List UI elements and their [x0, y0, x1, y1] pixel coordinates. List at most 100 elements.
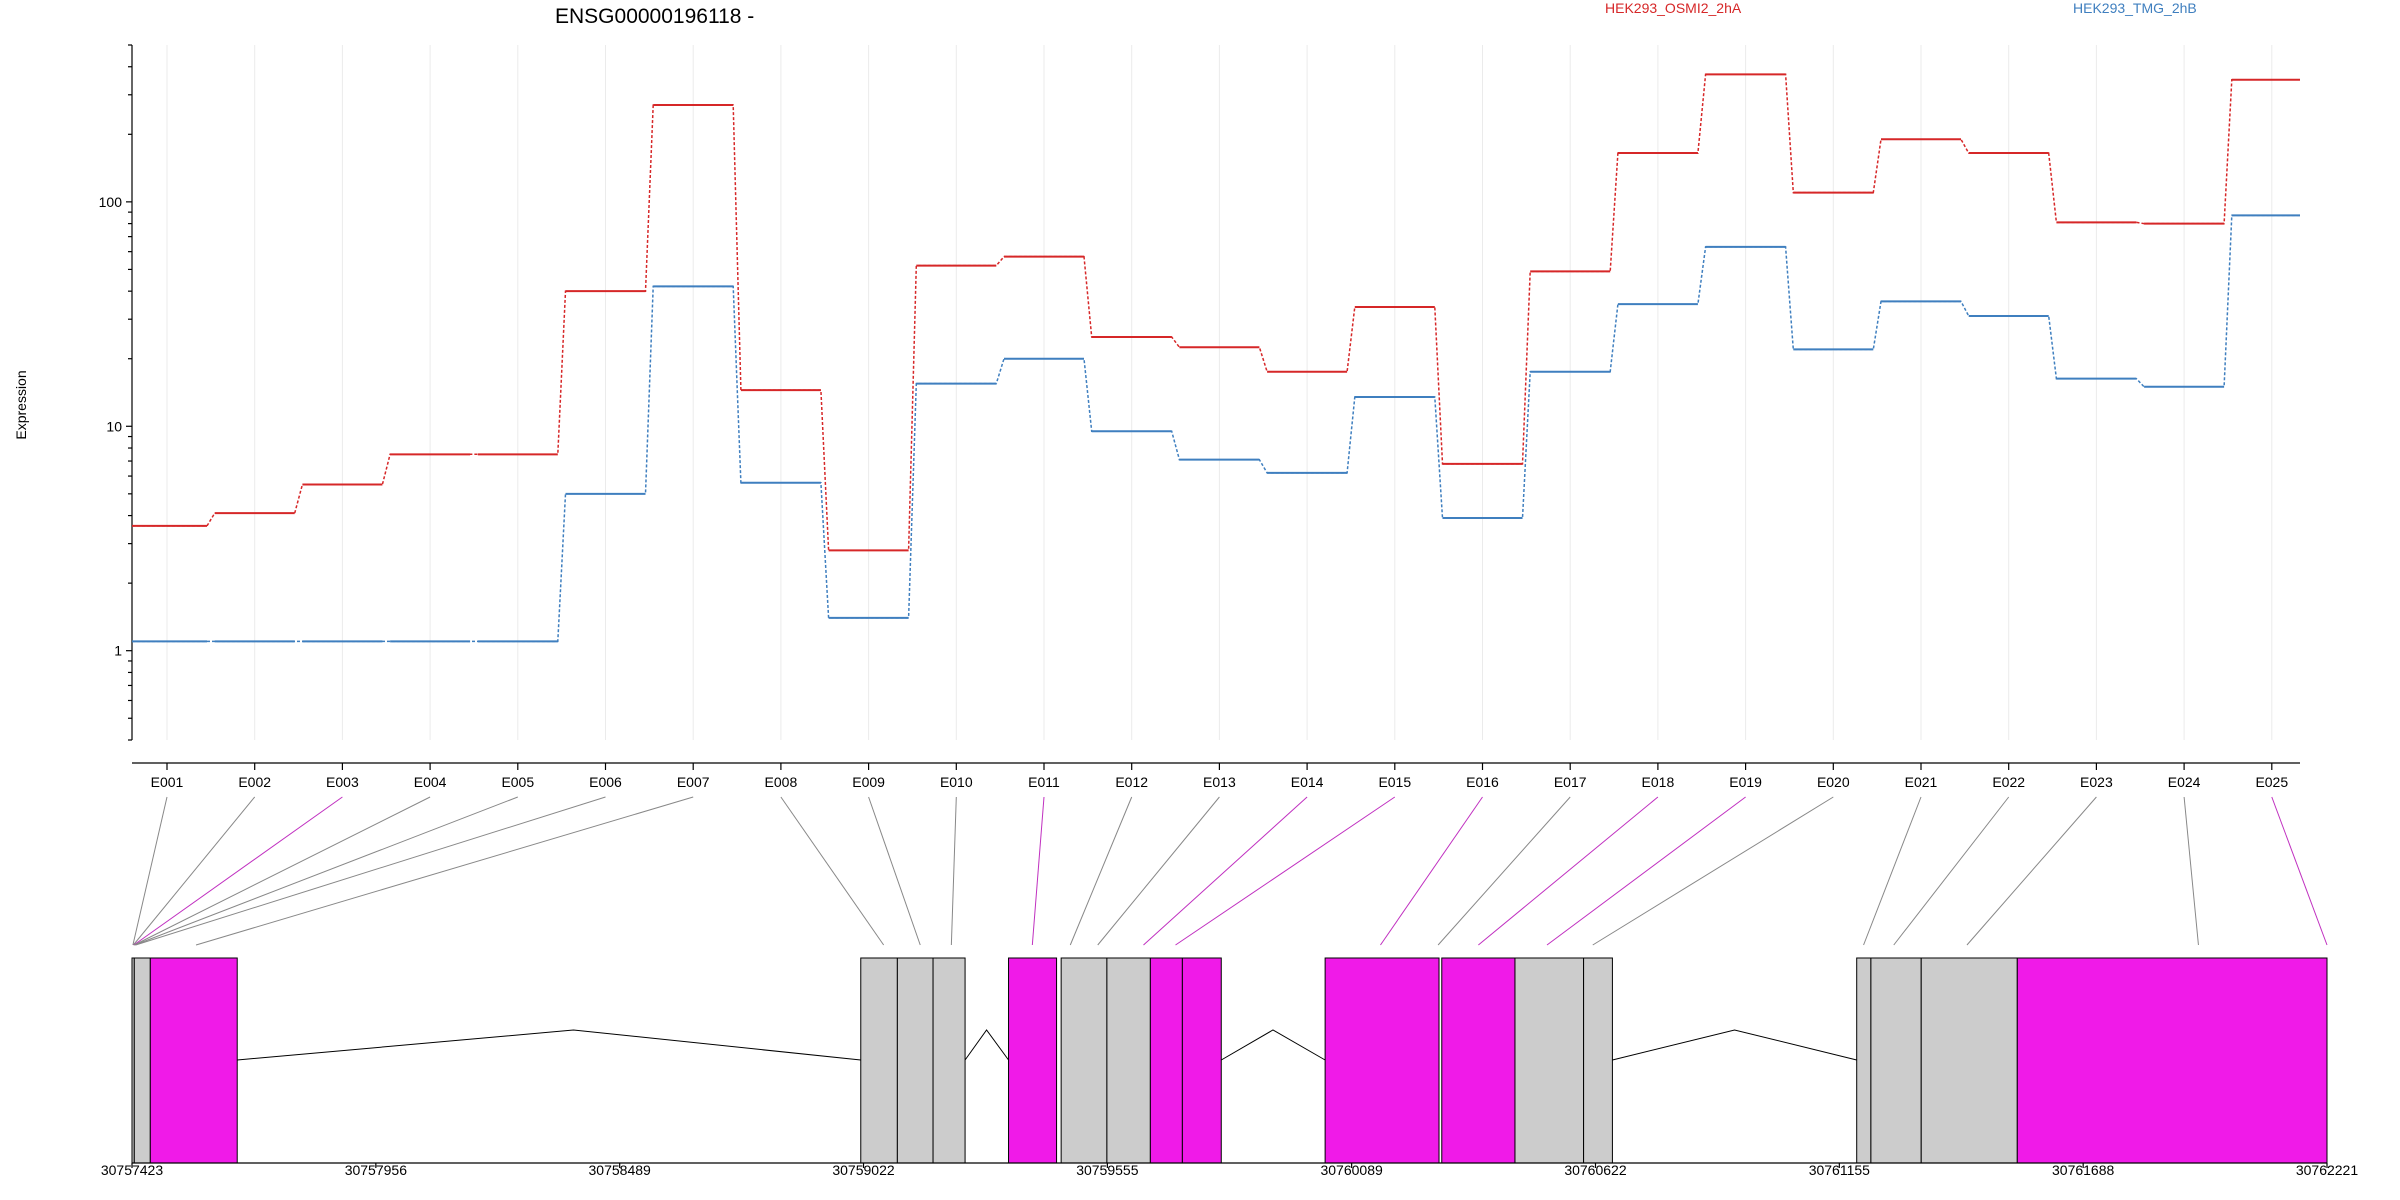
exon-block	[1324, 957, 1440, 1164]
y-tick-label: 100	[99, 194, 123, 210]
exon-connector	[134, 796, 431, 946]
exon-connector	[1069, 796, 1133, 946]
genomic-tick-label: 30759555	[1076, 1162, 1139, 1178]
chart-title: ENSG00000196118 -	[555, 5, 754, 28]
exon-block	[896, 957, 934, 1164]
x-tick-label: E012	[1115, 774, 1148, 790]
genomic-tick-label: 30757423	[101, 1162, 164, 1178]
gene-model	[131, 957, 2328, 1164]
x-tick-label: E018	[1642, 774, 1675, 790]
exon-block	[1060, 957, 1108, 1164]
series-line	[132, 73, 2300, 552]
exon-block	[2016, 957, 2328, 1164]
x-tick-label: E004	[414, 774, 447, 790]
genomic-tick-label: 30759022	[832, 1162, 895, 1178]
genomic-tick-label: 30761155	[1809, 1162, 1870, 1178]
exon-block	[1583, 957, 1613, 1164]
exon-connector	[1031, 796, 1045, 946]
x-tick-label: E023	[2080, 774, 2113, 790]
grid	[166, 45, 2273, 740]
exon-connector	[1863, 796, 1922, 946]
intron	[1612, 1029, 1857, 1061]
exon-connector	[780, 796, 885, 946]
y-tick-label: 10	[106, 418, 122, 434]
y-axis-label: Expression	[13, 370, 29, 439]
series-2	[132, 214, 2300, 643]
x-tick-label: E017	[1554, 774, 1587, 790]
genomic-tick-label: 30758489	[589, 1162, 652, 1178]
intron	[964, 1029, 1009, 1061]
x-tick-label: E013	[1203, 774, 1236, 790]
x-tick-label: E011	[1028, 774, 1060, 790]
x-tick-label: E002	[238, 774, 271, 790]
exon-block	[1856, 957, 1872, 1164]
exon-block	[1920, 957, 2018, 1164]
x-tick-label: E003	[326, 774, 359, 790]
x-tick-label: E021	[1905, 774, 1938, 790]
exon-block	[1106, 957, 1151, 1164]
x-tick-label: E005	[501, 774, 534, 790]
exon-connector	[1380, 796, 1483, 946]
exon-block	[1514, 957, 1585, 1164]
exon-connector	[2271, 796, 2328, 946]
exon-connector	[1478, 796, 1659, 946]
exon-block	[1181, 957, 1222, 1164]
genomic-tick-label: 30760622	[1564, 1162, 1627, 1178]
exon-block	[1008, 957, 1058, 1164]
x-tick-label: E006	[589, 774, 622, 790]
exon-connector	[1437, 796, 1571, 946]
exon-connector	[950, 796, 957, 946]
x-tick-label: E015	[1378, 774, 1411, 790]
exon-block	[860, 957, 898, 1164]
genomic-tick-label: 30757956	[345, 1162, 408, 1178]
exon-block	[932, 957, 966, 1164]
x-tick-label: E009	[852, 774, 885, 790]
genomic-axis: 30757423 30757956 30758489 30759022 30759555…	[101, 1162, 2359, 1178]
series-1	[132, 73, 2300, 552]
intron	[1221, 1029, 1326, 1061]
x-tick-label: E008	[765, 774, 798, 790]
exon-connector	[135, 796, 606, 946]
genomic-tick-label: 30761688	[2052, 1162, 2115, 1178]
exon-connector	[1893, 796, 2010, 946]
exon-connector	[1175, 796, 1396, 946]
legend-item-series-1: HEK293_OSMI2_2hA	[1605, 0, 1742, 16]
exon-connectors	[132, 796, 2328, 946]
exon-connector	[868, 796, 921, 946]
exon-connector	[1097, 796, 1220, 946]
x-tick-label: E001	[151, 774, 184, 790]
genomic-tick-label: 30762221	[2296, 1162, 2359, 1178]
x-tick-label: E020	[1817, 774, 1850, 790]
x-tick-label: E024	[2168, 774, 2201, 790]
exon-block	[1870, 957, 1922, 1164]
exon-connector	[132, 796, 256, 946]
exon-connector	[2183, 796, 2199, 946]
x-tick-label: E016	[1466, 774, 1499, 790]
x-tick-label: E022	[1992, 774, 2025, 790]
exon-connector	[1143, 796, 1308, 946]
x-tick-label: E007	[677, 774, 710, 790]
exon-block	[133, 957, 151, 1164]
exon-connector	[1546, 796, 1746, 946]
x-tick-label: E025	[2255, 774, 2288, 790]
x-tick-label: E019	[1729, 774, 1762, 790]
exon-block	[1149, 957, 1183, 1164]
y-tick-label: 1	[114, 643, 122, 659]
exon-connector	[1966, 796, 2097, 946]
legend-item-series-2: HEK293_TMG_2hB	[2073, 0, 2197, 16]
x-tick-label: E010	[940, 774, 973, 790]
exon-connector	[134, 796, 518, 946]
series-line	[132, 214, 2300, 643]
exon-block	[1441, 957, 1516, 1164]
intron	[237, 1029, 861, 1061]
exon-connector	[133, 796, 343, 946]
exon-block	[149, 957, 238, 1164]
exon-connector	[195, 796, 694, 946]
genomic-tick-label: 30760089	[1320, 1162, 1383, 1178]
axes: 1 10 100 E001 E002 E003 E004 E005 E006 E007 E008 E0…	[99, 44, 2300, 790]
exon-connector	[1592, 796, 1834, 946]
x-tick-label: E014	[1291, 774, 1324, 790]
exon-connector	[132, 796, 168, 946]
series-layer	[132, 73, 2300, 643]
